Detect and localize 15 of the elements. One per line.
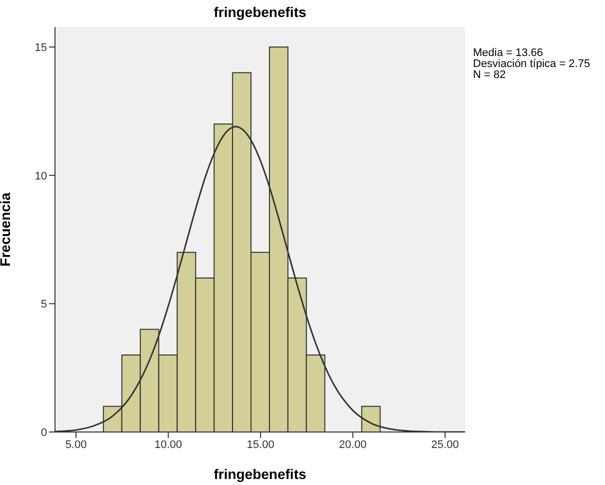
x-tick-label: 25.00 [431, 438, 459, 451]
x-tick-label: 20.00 [339, 438, 367, 451]
text: N = 82 [473, 69, 507, 81]
x-tick-label: 15.00 [246, 438, 274, 451]
x-axis-title: fringebenefits [214, 466, 306, 482]
x-tick-label: 10.00 [154, 438, 182, 451]
y-tick-label: 10 [34, 170, 47, 182]
y-tick-label: 0 [40, 426, 47, 439]
y-tick-label: 15 [34, 42, 47, 54]
x-tick-label: 5.00 [65, 438, 87, 451]
chart-title: fringebenefits [212, 4, 308, 20]
text: Media = 13.66 [473, 47, 544, 59]
text: Desviación típica = 2.75 [473, 58, 590, 70]
y-axis-title: Frecuencia [0, 192, 13, 266]
y-tick-label: 5 [40, 298, 47, 311]
